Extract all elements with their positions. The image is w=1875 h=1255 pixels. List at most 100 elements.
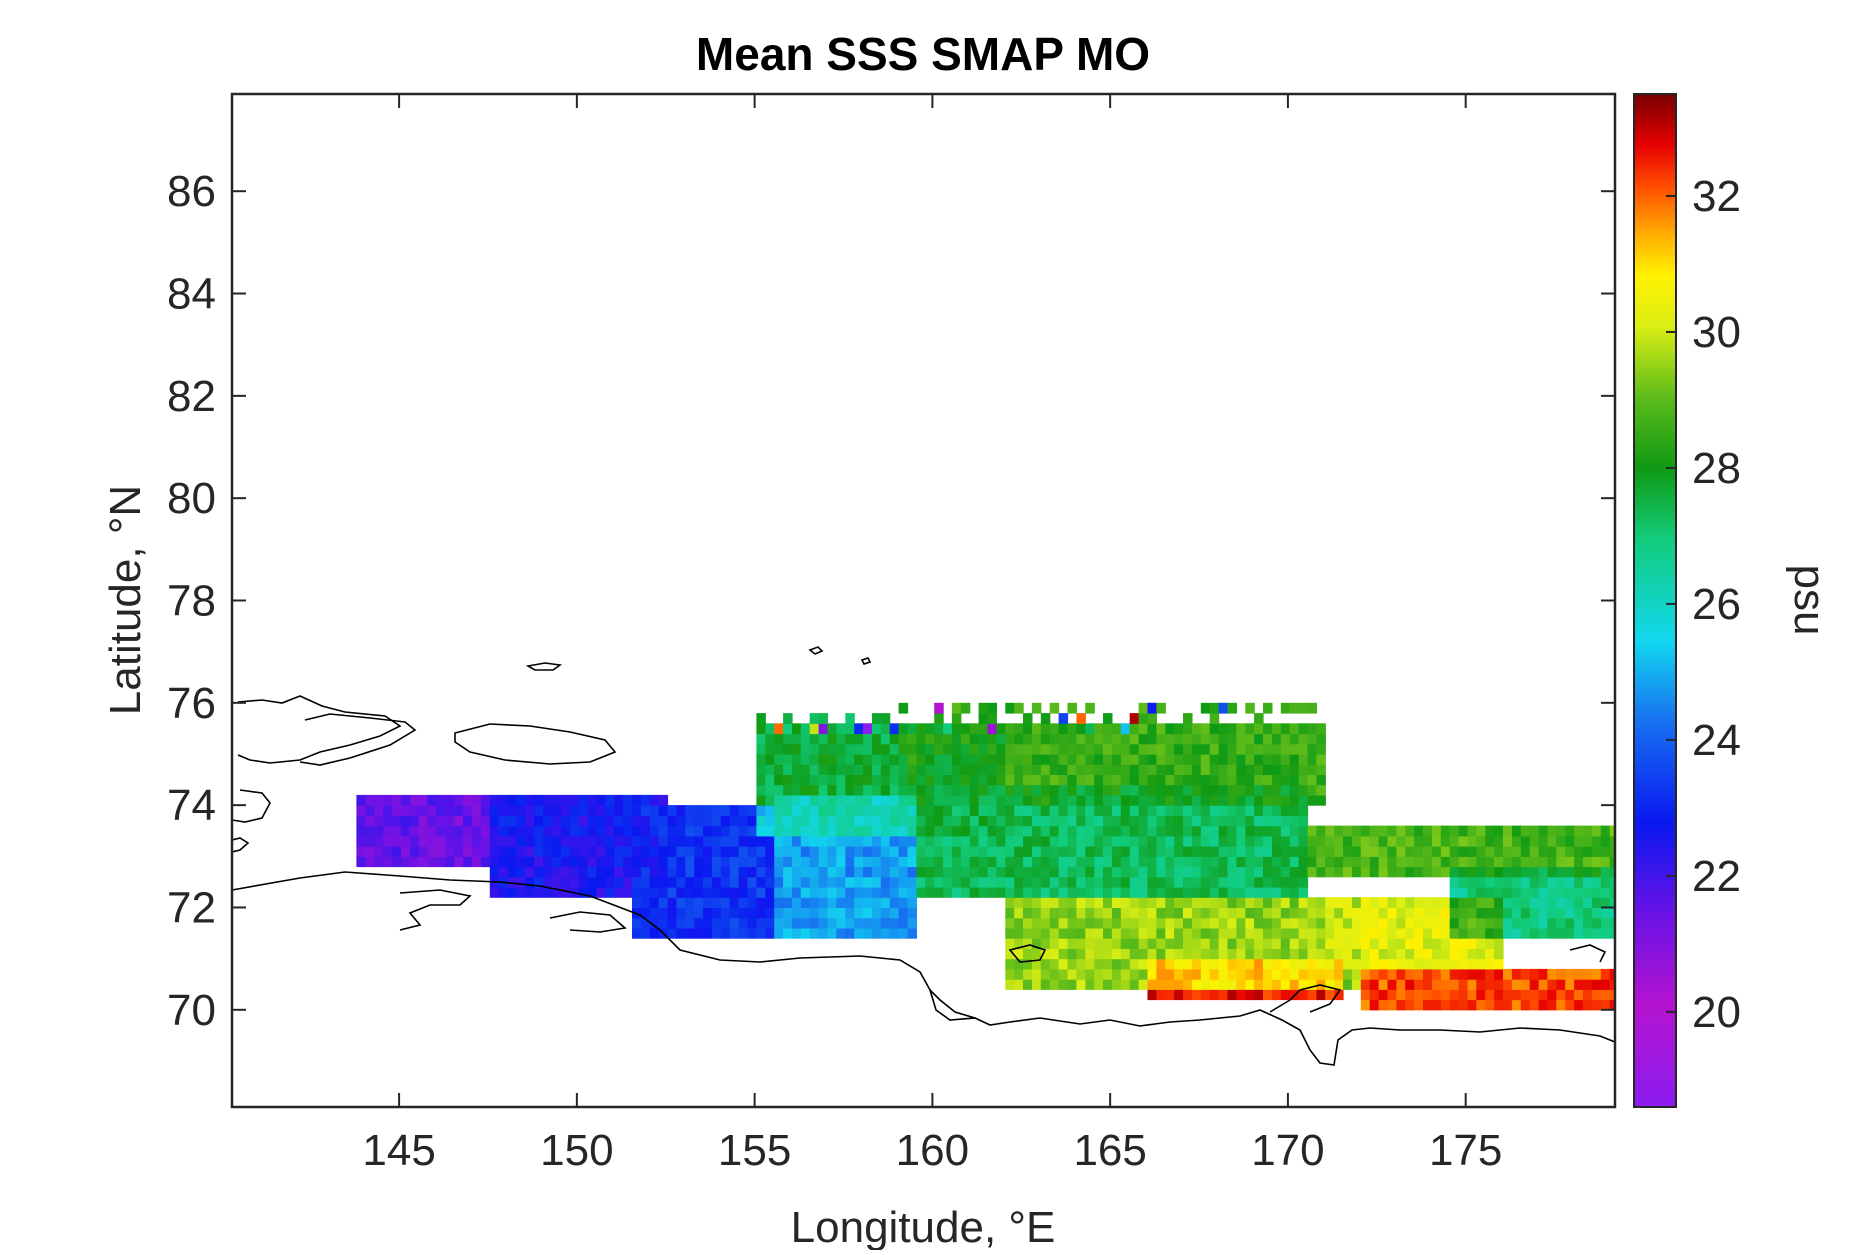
heatmap-cell [605, 815, 615, 827]
heatmap-cell [1529, 856, 1540, 868]
heatmap-cell [383, 815, 393, 827]
colorbar [1633, 93, 1677, 1108]
heatmap-cell [1200, 907, 1211, 919]
heatmap-cell [1147, 948, 1157, 960]
heatmap-cell [1254, 733, 1264, 745]
heatmap-cell [987, 815, 997, 827]
heatmap-cell [1431, 958, 1442, 970]
heatmap-cell [1529, 846, 1540, 857]
heatmap-cell [1254, 897, 1264, 908]
heatmap-cell [694, 887, 704, 898]
heatmap-cell [1538, 835, 1549, 847]
heatmap-cell [720, 856, 731, 868]
heatmap-cell [1085, 846, 1095, 857]
heatmap-cell [676, 876, 686, 888]
heatmap-cell [1076, 968, 1086, 980]
heatmap-cell [871, 846, 882, 857]
heatmap-cell [1236, 887, 1246, 898]
heatmap-cell [409, 856, 420, 868]
heatmap-cell [409, 835, 420, 847]
heatmap-cell [996, 743, 1006, 755]
heatmap-cell [889, 815, 900, 827]
heatmap-cell [1583, 989, 1593, 1001]
heatmap-cell [969, 794, 980, 806]
heatmap-cell [1103, 794, 1113, 806]
heatmap-cell [552, 856, 562, 868]
heatmap-cell [1245, 968, 1255, 980]
heatmap-cell [1538, 887, 1549, 898]
heatmap-cell [1111, 733, 1122, 745]
heatmap-cell [587, 846, 597, 857]
y-tick-label: 72 [167, 883, 216, 932]
heatmap-cell [1067, 979, 1077, 990]
heatmap-cell [1236, 805, 1246, 816]
heatmap-cell [605, 866, 615, 878]
heatmap-cell [1280, 846, 1291, 857]
heatmap-cell [880, 907, 891, 919]
heatmap-cell [1023, 754, 1033, 765]
heatmap-cell [1245, 979, 1255, 990]
heatmap-cell [960, 866, 971, 878]
heatmap-cell [898, 876, 909, 888]
heatmap-cell [1334, 968, 1344, 980]
heatmap-cell [1014, 835, 1024, 847]
heatmap-cell [1271, 774, 1282, 786]
heatmap-cell [1476, 846, 1486, 857]
heatmap-cell [1511, 846, 1522, 857]
heatmap-cell [1280, 723, 1291, 735]
heatmap-cell [1014, 927, 1024, 939]
heatmap-cell [783, 866, 793, 878]
heatmap-cell [1414, 846, 1424, 857]
heatmap-cell [1040, 784, 1051, 796]
heatmap-cell [1183, 979, 1193, 990]
heatmap-cell [1511, 968, 1522, 980]
heatmap-cell [1120, 784, 1131, 796]
heatmap-cell [800, 733, 811, 745]
heatmap-cell [1085, 815, 1095, 827]
heatmap-cell [1218, 794, 1229, 806]
heatmap-cell [1600, 846, 1611, 857]
heatmap-cell [1049, 938, 1060, 949]
heatmap-cell [1156, 815, 1166, 827]
heatmap-cell [1547, 968, 1557, 980]
heatmap-cell [1111, 764, 1122, 775]
heatmap-cell [880, 897, 891, 908]
heatmap-cell [454, 815, 464, 827]
heatmap-cell [1183, 938, 1193, 949]
heatmap-cell [1494, 866, 1504, 878]
heatmap-cell [658, 917, 669, 929]
heatmap-cell [969, 743, 980, 755]
heatmap-cell [1218, 948, 1229, 960]
heatmap-cell [1094, 764, 1104, 775]
heatmap-cell [1067, 805, 1077, 816]
heatmap-cell [1023, 917, 1033, 929]
heatmap-cell [1023, 784, 1033, 796]
heatmap-cell [552, 887, 562, 898]
heatmap-cell [1458, 948, 1469, 960]
heatmap-cell [1511, 856, 1522, 868]
heatmap-cell [765, 887, 775, 898]
heatmap-cell [907, 723, 917, 735]
heatmap-cell [632, 897, 642, 908]
heatmap-cell [498, 887, 509, 898]
heatmap-cell [649, 887, 660, 898]
heatmap-cell [1316, 856, 1326, 868]
heatmap-cell [614, 866, 624, 878]
heatmap-cell [1049, 856, 1060, 868]
heatmap-cell [996, 856, 1006, 868]
heatmap-cell [1245, 784, 1255, 796]
heatmap-cell [1174, 948, 1184, 960]
heatmap-cell [1298, 764, 1309, 775]
heatmap-cell [623, 887, 633, 898]
heatmap-cell [800, 825, 811, 837]
heatmap-cell [1485, 927, 1495, 939]
heatmap-cell [1023, 958, 1033, 970]
heatmap-cell [916, 794, 926, 806]
heatmap-cell [1591, 968, 1602, 980]
heatmap-cell [1191, 938, 1202, 949]
heatmap-cell [818, 876, 829, 888]
heatmap-cell [827, 887, 837, 898]
heatmap-cell [1165, 743, 1175, 755]
heatmap-cell [418, 815, 429, 827]
heatmap-cell [756, 846, 766, 857]
